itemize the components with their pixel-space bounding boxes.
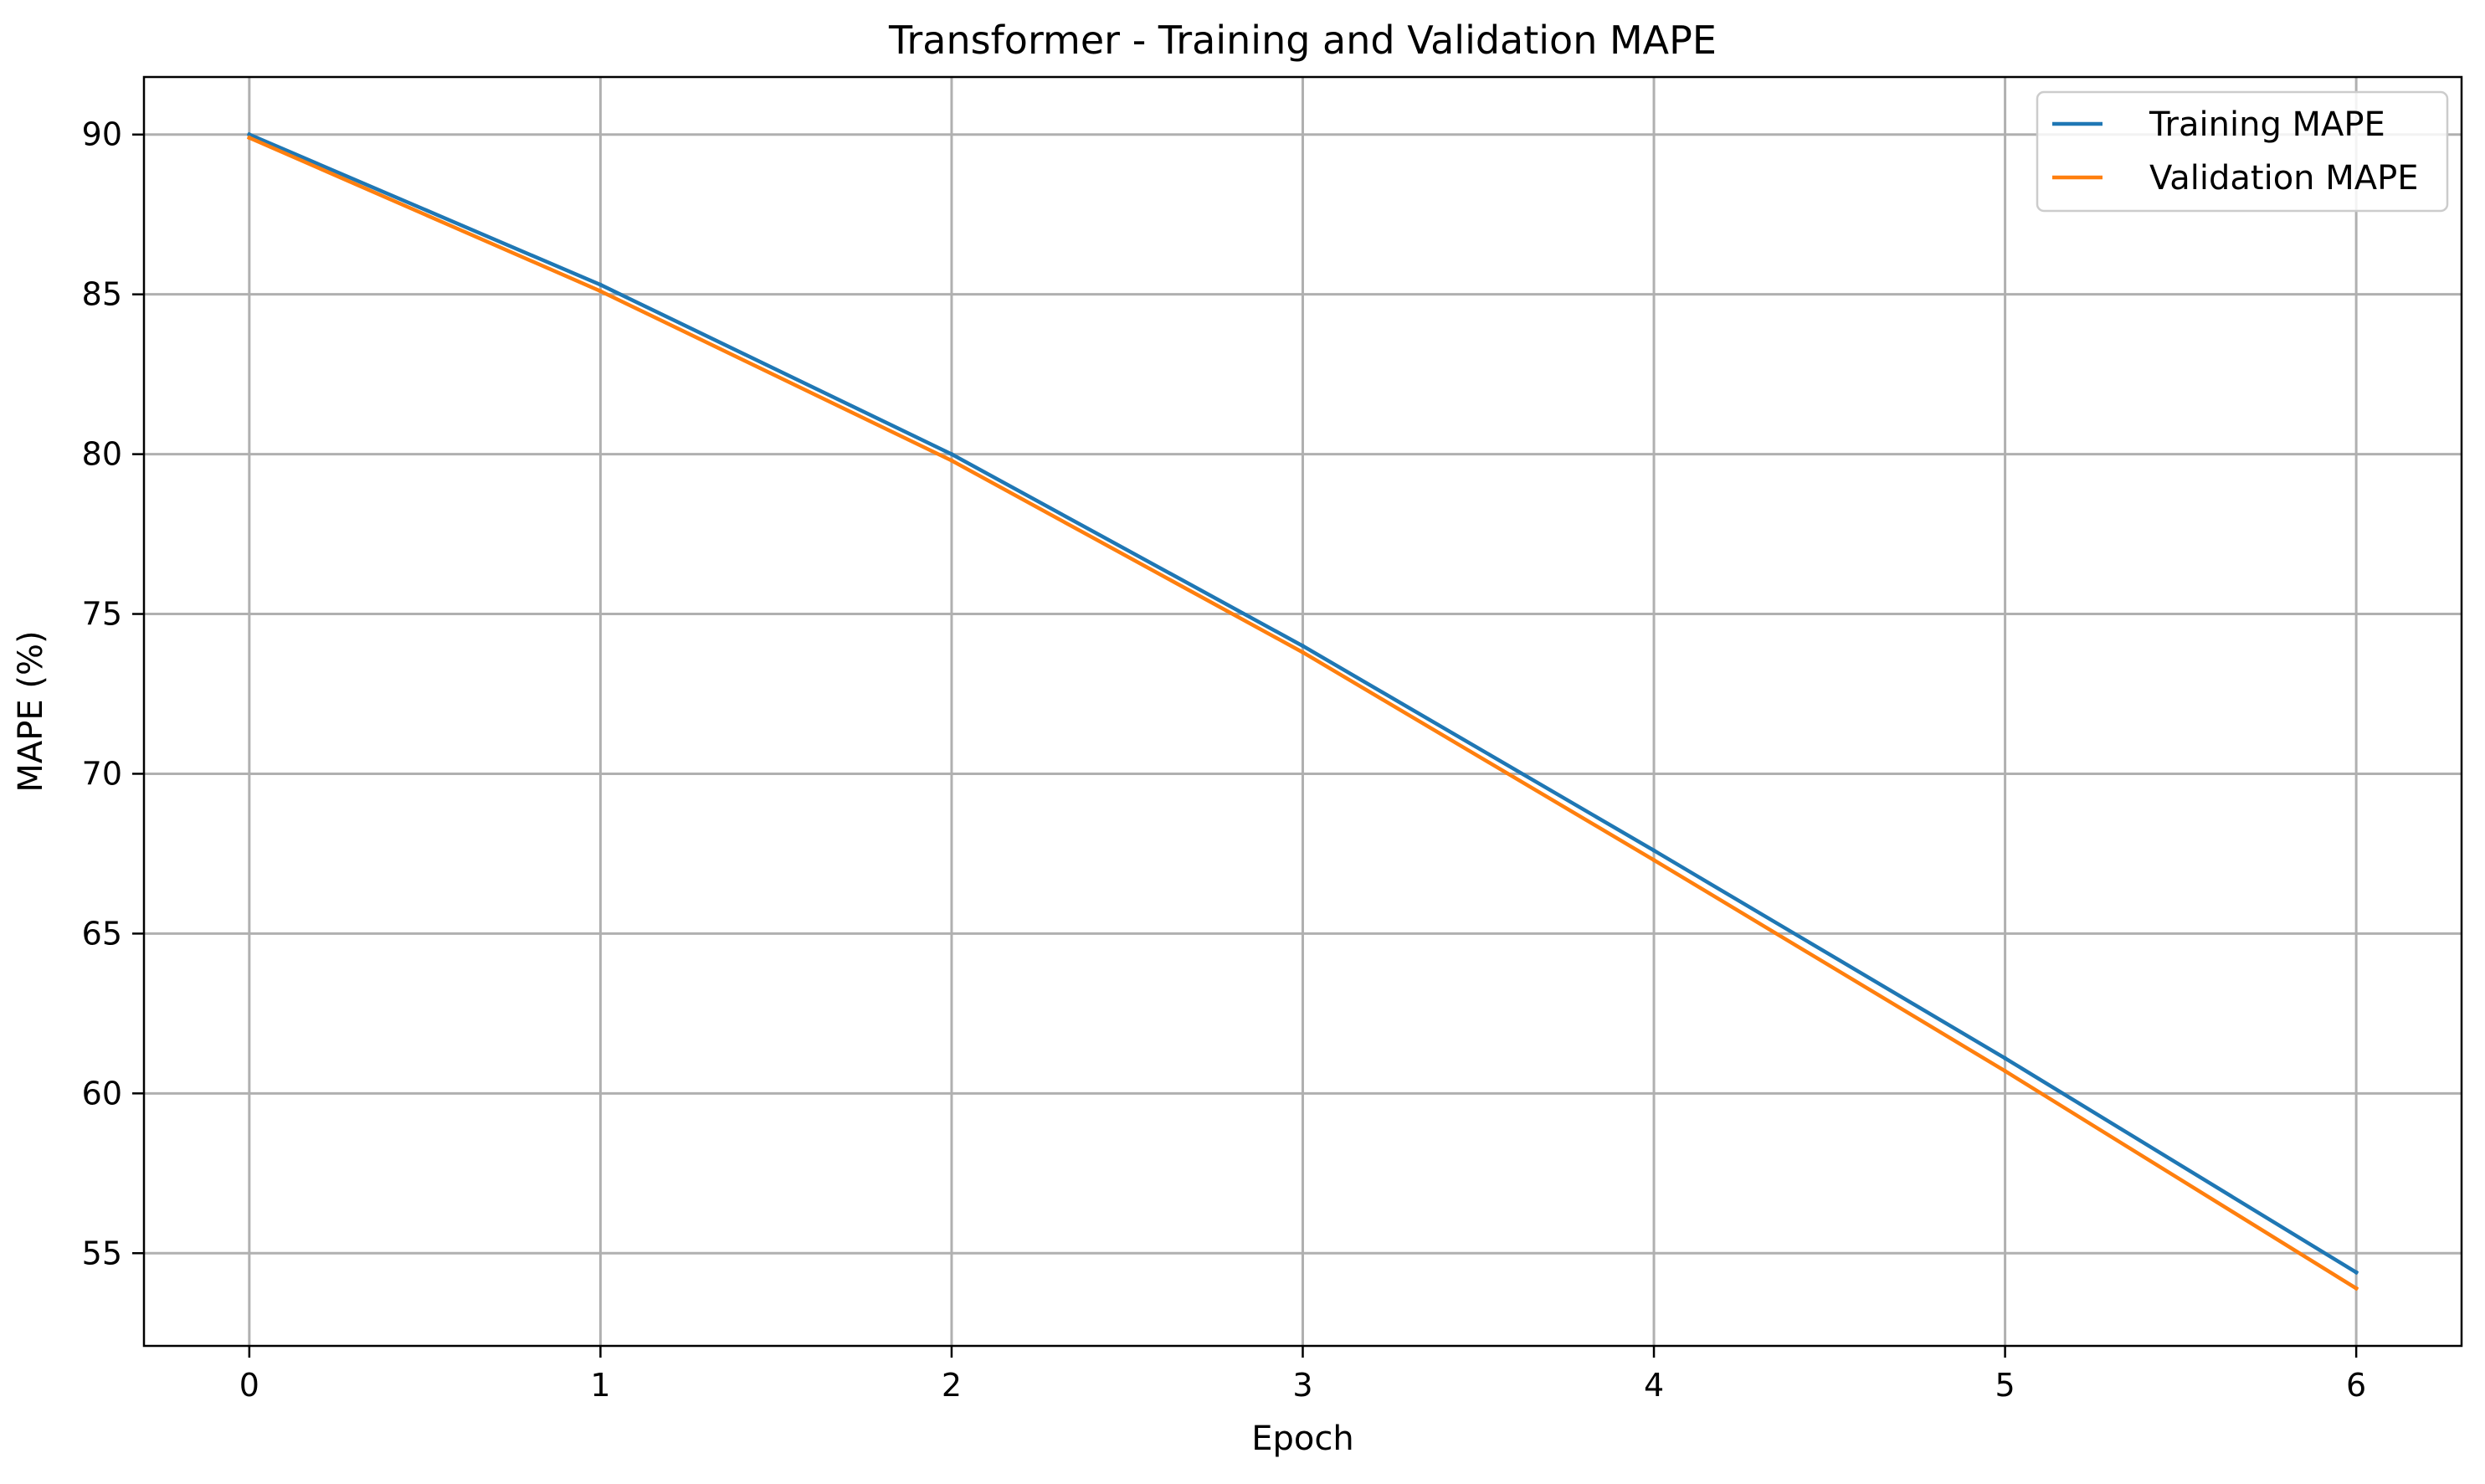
series-layer — [246, 131, 2359, 1291]
y-tick-label: 90 — [82, 116, 122, 153]
x-tick-label: 2 — [942, 1367, 962, 1404]
x-tick-label: 5 — [1995, 1367, 2015, 1404]
data-point — [1301, 650, 1305, 655]
data-point — [1301, 644, 1305, 649]
chart-title: Transformer - Training and Validation MA… — [888, 18, 1717, 63]
y-tick-label: 55 — [82, 1235, 122, 1271]
y-tick-label: 70 — [82, 755, 122, 792]
data-point — [247, 136, 252, 141]
legend-box — [2036, 90, 2449, 213]
y-tick-label: 60 — [82, 1075, 122, 1112]
data-point — [598, 289, 603, 294]
x-tick-label: 0 — [239, 1367, 259, 1404]
y-tick-label: 75 — [82, 596, 122, 633]
data-point — [949, 458, 954, 463]
x-tick-label: 6 — [2346, 1367, 2366, 1404]
grid-layer — [144, 77, 2462, 1346]
x-tick-label: 1 — [590, 1367, 610, 1404]
data-point — [1651, 848, 1656, 853]
legend-label: Validation MAPE — [2149, 159, 2419, 198]
y-tick-label: 85 — [82, 276, 122, 313]
data-point — [2003, 1069, 2008, 1074]
tick-layer: 0 1 2 3 4 5 6 55 60 65 70 75 80 85 90 — [82, 116, 2367, 1404]
data-point — [1651, 858, 1656, 863]
data-point — [2003, 1055, 2008, 1060]
legend-label: Training MAPE — [2149, 105, 2385, 144]
y-tick-label: 80 — [82, 436, 122, 473]
y-tick-label: 65 — [82, 915, 122, 952]
x-tick-label: 4 — [1644, 1367, 1664, 1404]
data-point — [2354, 1286, 2359, 1291]
x-axis-label: Epoch — [1251, 1420, 1353, 1458]
data-point — [598, 282, 603, 287]
y-axis-label: MAPE (%) — [12, 630, 50, 792]
legend: Training MAPE Validation MAPE — [2036, 90, 2449, 213]
data-point — [2354, 1270, 2359, 1275]
data-point — [949, 452, 954, 457]
x-tick-label: 3 — [1292, 1367, 1312, 1404]
